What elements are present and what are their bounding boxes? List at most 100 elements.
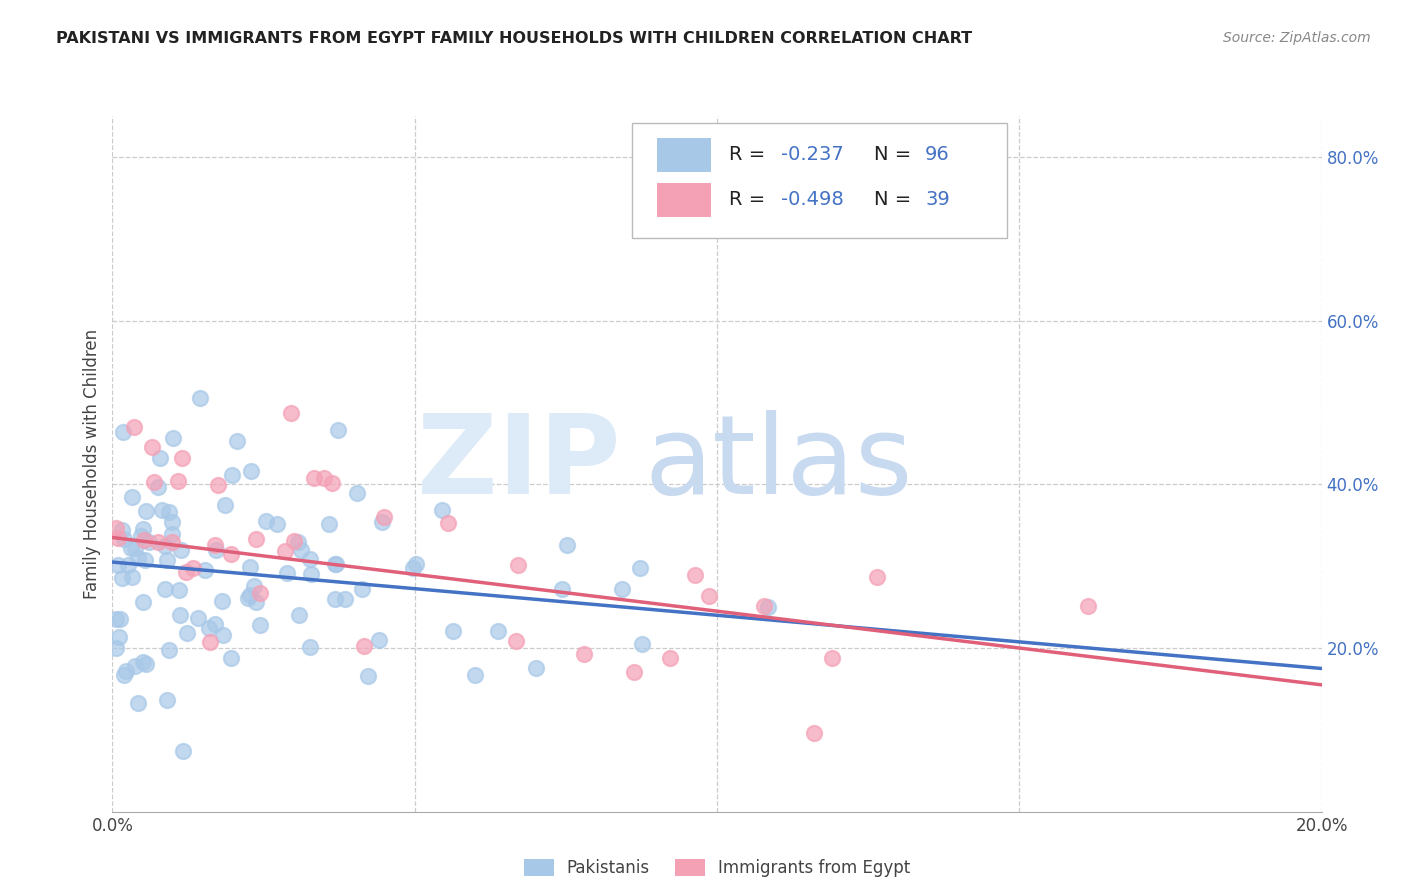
Point <box>333 591 356 606</box>
Point <box>170 543 193 558</box>
Point <box>353 639 375 653</box>
Point <box>200 634 222 648</box>
Point <box>436 516 458 530</box>
Point <box>127 696 149 710</box>
Point <box>486 624 509 638</box>
Point <box>245 595 267 609</box>
Point <box>298 551 321 566</box>
Point <box>371 515 394 529</box>
Bar <box>657 184 711 217</box>
Point <box>405 557 427 571</box>
Point <box>551 582 574 597</box>
Point <box>176 625 198 640</box>
Point <box>181 561 204 575</box>
Point <box>325 557 347 571</box>
Point <box>464 668 486 682</box>
Point <box>236 591 259 605</box>
Text: PAKISTANI VS IMMIGRANTS FROM EGYPT FAMILY HOUSEHOLDS WITH CHILDREN CORRELATION C: PAKISTANI VS IMMIGRANTS FROM EGYPT FAMIL… <box>56 31 973 46</box>
Point <box>283 533 305 548</box>
Point <box>610 582 633 596</box>
Point <box>169 608 191 623</box>
Point <box>803 725 825 739</box>
Point <box>124 541 146 556</box>
Point <box>172 743 194 757</box>
Point <box>160 534 183 549</box>
Point <box>132 522 155 536</box>
Text: atlas: atlas <box>644 410 912 517</box>
Point <box>160 527 183 541</box>
Point <box>111 523 134 537</box>
Point <box>211 594 233 608</box>
Point <box>1077 599 1099 613</box>
Point <box>239 588 262 602</box>
Point <box>142 475 165 489</box>
Point <box>121 570 143 584</box>
Point <box>204 616 226 631</box>
Point <box>193 563 215 577</box>
Point <box>352 582 374 597</box>
Text: ZIP: ZIP <box>418 410 620 517</box>
Point <box>117 558 139 573</box>
Text: -0.498: -0.498 <box>782 190 844 209</box>
Point <box>204 538 226 552</box>
Point <box>162 431 184 445</box>
Point <box>212 628 235 642</box>
Point <box>135 503 157 517</box>
Point <box>239 560 262 574</box>
Point <box>623 665 645 679</box>
Point <box>245 532 267 546</box>
Point <box>318 516 340 531</box>
Point <box>172 450 194 465</box>
Text: 39: 39 <box>925 190 950 209</box>
Point <box>323 591 346 606</box>
Point <box>108 611 131 625</box>
Point <box>505 634 527 648</box>
Point <box>167 583 190 598</box>
Point <box>134 533 156 548</box>
Point <box>132 594 155 608</box>
Point <box>221 467 243 482</box>
Point <box>107 531 129 545</box>
Point <box>115 664 138 678</box>
Point <box>441 624 464 639</box>
Point <box>127 550 149 565</box>
Point <box>138 535 160 549</box>
Point <box>321 475 343 490</box>
Point <box>266 517 288 532</box>
Point <box>112 532 135 546</box>
Point <box>112 668 135 682</box>
Point <box>368 633 391 648</box>
Text: N =: N = <box>875 145 918 164</box>
Point <box>132 656 155 670</box>
Point <box>187 611 209 625</box>
Point <box>290 543 312 558</box>
Point <box>631 636 654 650</box>
Point <box>752 599 775 613</box>
Point <box>219 651 242 665</box>
Point <box>508 558 530 572</box>
Point <box>325 558 347 572</box>
Point <box>124 659 146 673</box>
Point <box>326 423 349 437</box>
Point <box>249 585 271 599</box>
Point <box>301 566 323 581</box>
Point <box>572 647 595 661</box>
Point <box>104 611 127 625</box>
Point <box>149 451 172 466</box>
Point <box>219 547 242 561</box>
Point <box>153 582 176 597</box>
Point <box>699 589 721 603</box>
Point <box>156 693 179 707</box>
Point <box>628 560 651 574</box>
Text: Source: ZipAtlas.com: Source: ZipAtlas.com <box>1223 31 1371 45</box>
Point <box>280 406 302 420</box>
Point <box>157 505 180 519</box>
Point <box>287 607 309 622</box>
Point <box>107 558 129 572</box>
Point <box>129 529 152 543</box>
Point <box>110 571 132 585</box>
FancyBboxPatch shape <box>633 123 1007 238</box>
Point <box>304 471 326 485</box>
Point <box>287 535 309 549</box>
Point <box>148 534 170 549</box>
